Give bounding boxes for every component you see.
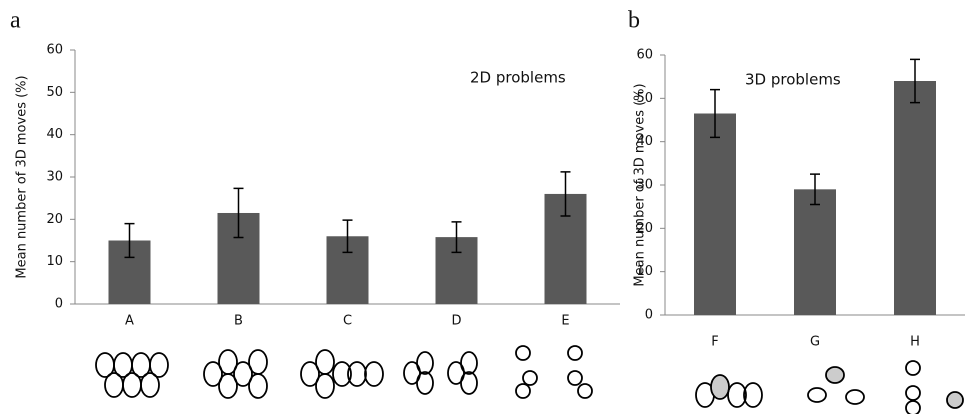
panel-label: b [628, 8, 640, 34]
y-tick-label: 50 [636, 91, 653, 106]
error-bar [124, 222, 135, 259]
y-tick-label: 10 [46, 254, 63, 269]
error-bar [451, 221, 462, 254]
y-tick-label: 50 [46, 85, 63, 100]
error-bar [710, 88, 720, 139]
y-tick-label: 20 [46, 212, 63, 227]
y-axis-label: Mean number of 3D moves (%) [633, 83, 648, 286]
y-tick-label: 40 [46, 127, 63, 142]
molecule-icons [95, 345, 964, 414]
error-bar [810, 173, 820, 206]
x-tick-label: D [451, 314, 461, 329]
error-bar [342, 219, 353, 254]
y-tick-label: 60 [46, 43, 63, 58]
x-tick-label: B [234, 314, 243, 329]
x-tick-label: F [711, 335, 718, 350]
y-tick-label: 30 [636, 178, 653, 193]
error-bar [560, 171, 571, 217]
bar [894, 81, 936, 315]
x-tick-label: H [910, 335, 920, 350]
x-tick-label: A [125, 314, 134, 329]
y-tick-label: 40 [636, 134, 653, 149]
panel-label: a [10, 8, 21, 34]
chart-title: 2D problems [470, 69, 566, 87]
bar [694, 113, 736, 315]
x-tick-label: E [561, 314, 569, 329]
y-tick-label: 0 [645, 308, 653, 323]
error-bar [233, 187, 244, 239]
y-tick-label: 10 [636, 264, 653, 279]
chart-title: 3D problems [745, 71, 841, 89]
y-axis-label: Mean number of 3D moves (%) [15, 75, 30, 278]
x-tick-label: G [810, 335, 820, 350]
y-tick-label: 0 [55, 297, 63, 312]
y-tick-label: 60 [636, 48, 653, 63]
error-bar [910, 58, 920, 104]
y-tick-label: 30 [46, 170, 63, 185]
y-tick-label: 20 [636, 221, 653, 236]
bar [794, 189, 836, 315]
x-tick-label: C [343, 314, 352, 329]
